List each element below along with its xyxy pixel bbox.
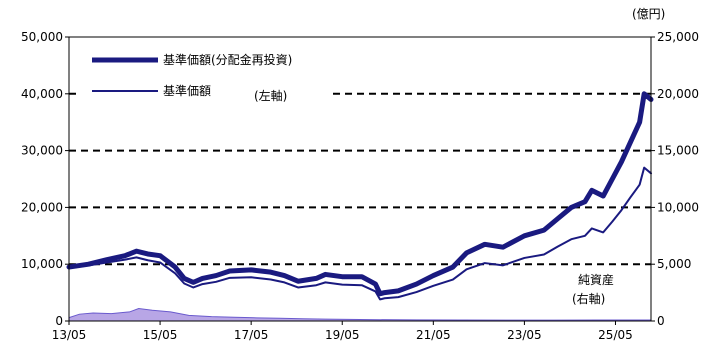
x-tick-label-4: 21/05 [416,328,451,342]
right-axis-unit: (億円) [632,7,665,21]
x-tick-label-2: 17/05 [234,328,269,342]
net-assets-area [68,307,652,322]
right-tick-label-0: 0 [657,314,665,328]
net-assets-area-layer [68,307,652,322]
x-tick-label-0: 13/05 [52,328,87,342]
right-tick-label-5: 25,000 [657,30,699,44]
left-tick-label-4: 40,000 [21,87,63,101]
nav-reinvested-line [66,91,654,297]
left-tick-label-5: 50,000 [21,30,63,44]
right-axis-note-background [570,268,644,308]
left-tick-label-3: 30,000 [21,144,63,158]
x-tick-label-5: 23/05 [507,328,542,342]
nav-line [68,166,652,301]
left-axis-note: (左軸) [254,88,287,103]
legend-label-reinvest: 基準価額(分配金再投資) [163,52,292,67]
left-tick-label-2: 20,000 [21,200,63,214]
x-tick-label-6: 25/05 [598,328,633,342]
left-axis-ticks: 0 10,000 20,000 30,000 40,000 50,000 [21,30,69,328]
left-tick-label-0: 0 [55,314,63,328]
legend-label-nav: 基準価額 [163,83,211,98]
left-axis-note-background [244,86,328,104]
right-tick-label-4: 20,000 [657,87,699,101]
net-assets-note-line2: (右軸) [572,291,605,306]
right-tick-label-1: 5,000 [657,257,691,271]
right-axis-ticks: 0 5,000 10,000 15,000 20,000 25,000 [651,30,699,328]
net-assets-note-line1: 純資産 [578,272,614,287]
right-tick-label-2: 10,000 [657,200,699,214]
right-tick-label-3: 15,000 [657,144,699,158]
x-tick-label-1: 15/05 [143,328,178,342]
x-axis-ticks: 13/05 15/05 17/05 19/05 21/05 23/05 25/05 [52,321,633,342]
left-tick-label-1: 10,000 [21,257,63,271]
series-lines-layer [66,91,654,301]
x-tick-label-3: 19/05 [325,328,360,342]
